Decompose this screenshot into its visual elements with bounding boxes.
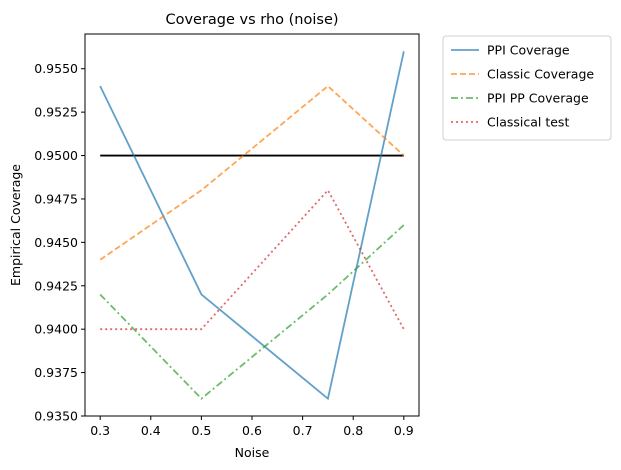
y-tick-label: 0.9425: [34, 278, 78, 293]
series-line-3: [99, 224, 405, 400]
y-tick-label: 0.9525: [34, 105, 78, 120]
y-tick-label: 0.9400: [34, 322, 78, 337]
legend-label-1: PPI Coverage: [487, 43, 570, 58]
x-tick-label: 0.4: [141, 423, 161, 438]
x-tick-label: 0.8: [343, 423, 363, 438]
legend-frame: [442, 35, 612, 141]
y-tick-label: 0.9475: [34, 191, 78, 206]
x-tick-label: 0.7: [293, 423, 313, 438]
x-tick-label: 0.3: [90, 423, 110, 438]
y-tick-label: 0.9350: [34, 409, 78, 424]
x-axis: 0.3 0.4 0.5 0.6 0.7 0.8 0.9: [90, 416, 414, 438]
legend: PPI Coverage Classic Coverage PPI PP Cover…: [442, 35, 612, 141]
series-line-2: [99, 84, 405, 261]
y-axis-label: Empirical Coverage: [8, 164, 23, 286]
y-tick-label: 0.9450: [34, 235, 78, 250]
series-line-4: [100, 188, 405, 331]
x-tick-label: 0.5: [191, 423, 211, 438]
legend-label-3: PPI PP Coverage: [487, 91, 589, 106]
x-axis-label: Noise: [235, 445, 270, 460]
x-tick-label: 0.6: [242, 423, 262, 438]
y-tick-label: 0.9500: [34, 148, 78, 163]
series-line-1: [99, 51, 405, 401]
plot-frame: [84, 33, 420, 417]
legend-label-4: Classical test: [487, 115, 569, 130]
y-tick-label: 0.9375: [34, 365, 78, 380]
chart-title: Coverage vs rho (noise): [165, 12, 338, 28]
y-tick-label: 0.9550: [34, 61, 78, 76]
x-tick-label: 0.9: [394, 423, 414, 438]
y-axis: 0.9350 0.9375 0.9400 0.9425 0.9450 0.9475 0.95…: [34, 61, 85, 424]
legend-label-2: Classic Coverage: [487, 67, 594, 82]
plot-area: [99, 51, 405, 401]
